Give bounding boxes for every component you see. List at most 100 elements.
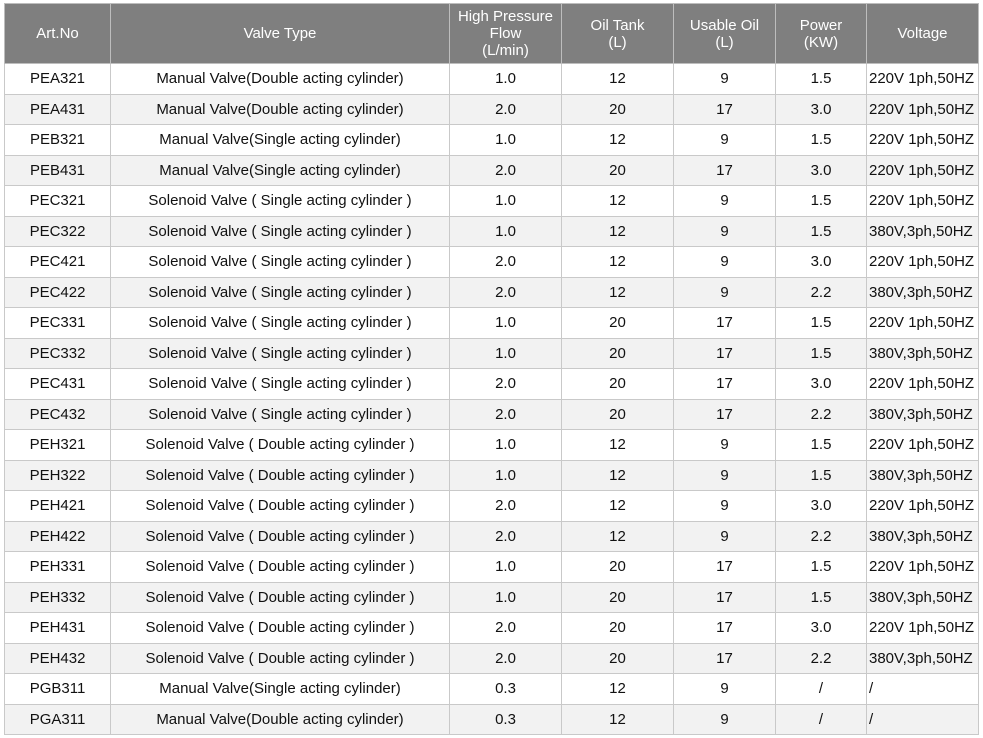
table-cell: Manual Valve(Double acting cylinder): [110, 703, 450, 735]
table-cell: 1.5: [775, 337, 867, 369]
table-cell: 1.5: [775, 63, 867, 95]
table-cell: PGB311: [4, 673, 111, 705]
table-cell: 17: [673, 154, 776, 186]
table-cell: Solenoid Valve ( Double acting cylinder …: [110, 642, 450, 674]
table-cell: PEC431: [4, 368, 111, 400]
table-row: PEH422 Solenoid Valve ( Double acting cyl…: [4, 520, 979, 552]
table-cell: 1.5: [775, 581, 867, 613]
table-cell: Solenoid Valve ( Single acting cylinder …: [110, 398, 450, 430]
table-row: PEC422 Solenoid Valve ( Single acting cyl…: [4, 276, 979, 308]
table-cell: 1.0: [449, 581, 562, 613]
table-cell: PEH322: [4, 459, 111, 491]
table-cell: 9: [673, 490, 776, 522]
table-cell: Solenoid Valve ( Double acting cylinder …: [110, 490, 450, 522]
table-cell: PEC421: [4, 246, 111, 278]
table-cell: PGA311: [4, 703, 111, 735]
header-cell: Usable Oil (L): [673, 3, 776, 64]
table-cell: Solenoid Valve ( Single acting cylinder …: [110, 337, 450, 369]
table-row: PEA431 Manual Valve(Double acting cylinde…: [4, 93, 979, 125]
table-cell: 1.0: [449, 337, 562, 369]
table-cell: 2.0: [449, 520, 562, 552]
table-row: PEH421 Solenoid Valve ( Double acting cyl…: [4, 490, 979, 522]
table-cell: 17: [673, 93, 776, 125]
header-text: (L): [608, 33, 627, 51]
table-cell: 12: [561, 124, 674, 156]
table-cell: 220V 1ph,50HZ: [866, 63, 979, 95]
table-cell: 380V,3ph,50HZ: [866, 337, 979, 369]
table-cell: Solenoid Valve ( Double acting cylinder …: [110, 612, 450, 644]
table-cell: 380V,3ph,50HZ: [866, 642, 979, 674]
table-cell: 1.5: [775, 307, 867, 339]
table-cell: 220V 1ph,50HZ: [866, 429, 979, 461]
table-cell: 220V 1ph,50HZ: [866, 246, 979, 278]
table-cell: 9: [673, 276, 776, 308]
table-cell: 12: [561, 276, 674, 308]
table-row: PEH321 Solenoid Valve ( Double acting cyl…: [4, 429, 979, 461]
table-cell: 1.0: [449, 124, 562, 156]
table-cell: 17: [673, 398, 776, 430]
table-row: PEC331 Solenoid Valve ( Single acting cyl…: [4, 307, 979, 339]
table-row: PGB311 Manual Valve(Single acting cylinde…: [4, 673, 979, 705]
table-cell: Solenoid Valve ( Single acting cylinder …: [110, 307, 450, 339]
header-text: Art.No: [36, 25, 79, 42]
table-cell: 9: [673, 673, 776, 705]
header-cell: Power (KW): [775, 3, 867, 64]
table-row: PGA311 Manual Valve(Double acting cylinde…: [4, 703, 979, 735]
table-cell: 9: [673, 459, 776, 491]
header-text: Flow: [489, 25, 522, 42]
table-cell: 12: [561, 520, 674, 552]
table-cell: 220V 1ph,50HZ: [866, 368, 979, 400]
table-cell: 12: [561, 246, 674, 278]
table-row: PEH431 Solenoid Valve ( Double acting cyl…: [4, 612, 979, 644]
table-cell: 380V,3ph,50HZ: [866, 459, 979, 491]
header-text: Valve Type: [243, 25, 317, 42]
table-row: PEC431 Solenoid Valve ( Single acting cyl…: [4, 368, 979, 400]
table-cell: Manual Valve(Double acting cylinder): [110, 93, 450, 125]
table-cell: 220V 1ph,50HZ: [866, 93, 979, 125]
header-text: Power: [799, 16, 843, 34]
table-cell: 20: [561, 612, 674, 644]
table-row: PEH331 Solenoid Valve ( Double acting cyl…: [4, 551, 979, 583]
table-cell: 3.0: [775, 154, 867, 186]
header-cell: Valve Type: [110, 3, 450, 64]
table-cell: Solenoid Valve ( Single acting cylinder …: [110, 368, 450, 400]
table-cell: 380V,3ph,50HZ: [866, 276, 979, 308]
header-cell: Art.No: [4, 3, 111, 64]
table-cell: 2.2: [775, 642, 867, 674]
table-cell: 2.0: [449, 612, 562, 644]
table-cell: 20: [561, 337, 674, 369]
table-cell: 9: [673, 429, 776, 461]
table-cell: Solenoid Valve ( Double acting cylinder …: [110, 581, 450, 613]
table-cell: 20: [561, 581, 674, 613]
table-cell: 12: [561, 429, 674, 461]
header-text: Usable Oil: [689, 16, 760, 34]
table-cell: Solenoid Valve ( Single acting cylinder …: [110, 215, 450, 247]
table-cell: 12: [561, 673, 674, 705]
table-cell: 220V 1ph,50HZ: [866, 154, 979, 186]
table-cell: 1.5: [775, 551, 867, 583]
table-cell: 220V 1ph,50HZ: [866, 124, 979, 156]
table-cell: 9: [673, 520, 776, 552]
table-cell: 12: [561, 215, 674, 247]
table-cell: 2.0: [449, 154, 562, 186]
header-text: Voltage: [897, 25, 948, 42]
table-cell: 220V 1ph,50HZ: [866, 612, 979, 644]
table-cell: PEH432: [4, 642, 111, 674]
table-cell: 1.0: [449, 307, 562, 339]
table-row: PEA321 Manual Valve(Double acting cylinde…: [4, 63, 979, 95]
table-row: PEH432 Solenoid Valve ( Double acting cyl…: [4, 642, 979, 674]
table-cell: 2.0: [449, 93, 562, 125]
table-cell: /: [775, 673, 867, 705]
table-cell: Solenoid Valve ( Double acting cylinder …: [110, 459, 450, 491]
table-cell: 17: [673, 581, 776, 613]
table-cell: 12: [561, 185, 674, 217]
table-cell: 9: [673, 703, 776, 735]
table-cell: 1.0: [449, 429, 562, 461]
table-cell: 380V,3ph,50HZ: [866, 520, 979, 552]
table-cell: Manual Valve(Single acting cylinder): [110, 673, 450, 705]
table-header: Art.No Valve Type High Pressure Flow (L/min)…: [4, 3, 979, 64]
table-cell: Solenoid Valve ( Double acting cylinder …: [110, 520, 450, 552]
header-text: Oil Tank: [590, 16, 645, 34]
header-text: (KW): [803, 33, 839, 51]
